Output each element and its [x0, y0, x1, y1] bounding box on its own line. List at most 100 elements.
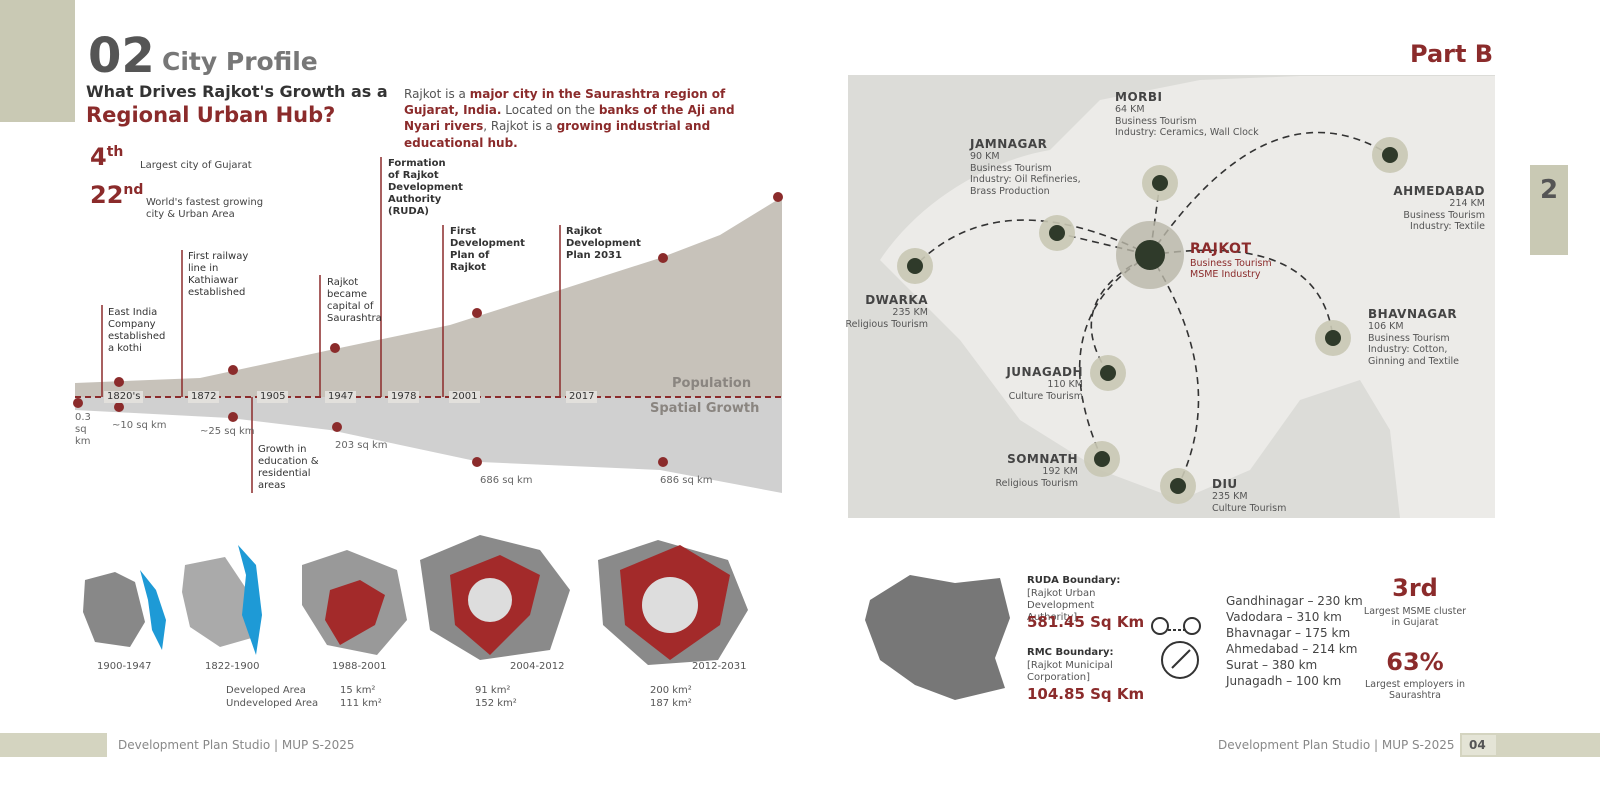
area-value: 152 km² — [475, 698, 517, 709]
side-tab — [1530, 165, 1568, 255]
citynote: MSME Industry — [1190, 269, 1261, 281]
cityname: BHAVNAGAR — [1368, 307, 1458, 321]
cityname: MORBI — [1115, 90, 1163, 104]
area-label: 203 sq km — [335, 440, 388, 451]
area-value: 15 km² — [340, 685, 376, 696]
footer-text: Development Plan Studio | MUP S-2025 — [1218, 738, 1455, 752]
page-box — [1462, 735, 1496, 755]
boundary-shape — [865, 575, 1010, 700]
citynote: 235 KM — [892, 307, 928, 319]
distance-item: Gandhinagar – 230 km — [1226, 594, 1363, 608]
highlight-value: 63% — [1386, 648, 1444, 676]
area-label: ~10 sq km — [112, 420, 167, 431]
intro-segment: growing industrial and educational hub. — [404, 119, 711, 150]
cityname: AHMEDABAD — [1393, 184, 1485, 198]
page-number: 04 — [1469, 738, 1486, 752]
citynote: 192 KM — [1042, 466, 1078, 478]
citynote: Industry: Cotton, — [1368, 344, 1448, 356]
citynote: Industry: Textile — [1410, 221, 1485, 233]
period-label: 1822-1900 — [205, 661, 260, 672]
area-value: 187 km² — [650, 698, 692, 709]
citynote: Culture Tourism — [1212, 502, 1287, 514]
intro-segment: Located on the — [501, 103, 599, 118]
distance-item: Surat – 380 km — [1226, 658, 1318, 672]
citynote: Business Tourism — [1115, 115, 1197, 127]
boundary-title: RUDA Boundary: — [1027, 575, 1121, 586]
year-label: 1872 — [188, 391, 220, 403]
citynote: 106 KM — [1368, 321, 1404, 333]
city-label: DIU 235 KM Culture Tourism — [1212, 477, 1286, 514]
intro-segment: , Rajkot is a — [483, 119, 557, 134]
citynote: Industry: Ceramics, Wall Clock — [1115, 127, 1259, 139]
event-lines — [101, 157, 561, 493]
tab-number: 2 — [1540, 175, 1559, 205]
boundary-area: 581.45 Sq Km — [1027, 613, 1145, 631]
distance-item: Bhavnagar – 175 km — [1226, 626, 1351, 640]
population-area — [75, 197, 782, 397]
citynote: 64 KM — [1115, 104, 1145, 116]
footer-block — [0, 733, 107, 757]
question: What Drives Rajkot's Growth as a — [86, 82, 388, 101]
intro-segment: major city in the Saurashtra region of G… — [404, 87, 726, 118]
event-label: Growth in education & residential areas — [258, 444, 319, 491]
boundary-title: RMC Boundary: — [1027, 647, 1114, 658]
year-label: 1905 — [257, 391, 289, 403]
stat-suffix: nd — [123, 182, 144, 198]
cityname: SOMNATH — [1007, 452, 1078, 466]
highlight-label: Largest MSME cluster in Gujarat — [1363, 606, 1467, 629]
cityname: DIU — [1212, 477, 1238, 491]
stat-suffix: th — [106, 144, 124, 160]
city-label: BHAVNAGAR 106 KM Business Tourism Industry:… — [1368, 307, 1459, 367]
city-label: JAMNAGAR 90 KM Business Tourism Industry: O… — [970, 137, 1081, 197]
citynote: Religious Tourism — [845, 318, 928, 330]
area-label: 686 sq km — [480, 475, 533, 486]
series-label: Spatial Growth — [650, 401, 760, 416]
citynote: Industry: Oil Refineries, — [970, 174, 1081, 186]
boundary-desc: [Rajkot Municipal Corporation] — [1027, 660, 1113, 683]
citynote: 110 KM — [1047, 379, 1083, 391]
distance-item: Junagadh – 100 km — [1226, 674, 1342, 688]
citynote: 214 KM — [1449, 198, 1485, 210]
city-label: SOMNATH 192 KM Religious Tourism — [995, 452, 1078, 489]
citynote: Culture Tourism — [1008, 390, 1083, 402]
cityname: JAMNAGAR — [970, 137, 1048, 151]
corner-block — [0, 0, 75, 122]
event-label: Rajkot became capital of Saurashtra — [327, 277, 382, 324]
period-label: 2012-2031 — [692, 661, 747, 672]
legend-label: Undeveloped Area — [226, 698, 319, 709]
distance-icon — [1151, 617, 1201, 679]
intro-paragraph: Rajkot is a major city in the Saurashtra… — [404, 86, 754, 151]
cityname: JUNAGADH — [1006, 365, 1083, 379]
city-label: DWARKA 235 KM Religious Tourism — [845, 293, 928, 330]
citynote: 90 KM — [970, 151, 1000, 163]
area-value: 111 km² — [340, 698, 382, 709]
growth-maps — [83, 535, 748, 665]
boundary-area: 104.85 Sq Km — [1027, 685, 1145, 703]
spatial-area — [75, 397, 782, 493]
year-label: 1978 — [388, 391, 420, 403]
citynote: Brass Production — [970, 185, 1050, 197]
year-label: 1947 — [325, 391, 357, 403]
map-links — [914, 131, 1391, 487]
citynote: 235 KM — [1212, 491, 1248, 503]
citynote: Business Tourism — [970, 162, 1052, 174]
city-markers — [897, 137, 1408, 504]
distance-item: Ahmedabad – 214 km — [1226, 642, 1358, 656]
period-label: 1988-2001 — [332, 661, 387, 672]
question: Regional Urban Hub? — [86, 103, 336, 127]
highlight-label: Largest employers in Saurashtra — [1364, 679, 1465, 702]
event-label: First Development Plan of Rajkot — [450, 226, 525, 273]
section-number: 02 — [88, 28, 155, 84]
year-label: 2001 — [449, 391, 481, 403]
legend-label: Developed Area — [226, 685, 306, 696]
event-label: Rajkot Development Plan 2031 — [566, 226, 641, 261]
intro-segment: Rajkot is a — [404, 87, 470, 101]
intro-segment: banks of the Aji and Nyari rivers — [404, 103, 735, 134]
part-label: Part B — [1410, 40, 1494, 68]
stat-rank: 4th — [90, 143, 124, 171]
period-label: 2004-2012 — [510, 661, 565, 672]
footer-text: Development Plan Studio | MUP S-2025 — [118, 738, 355, 752]
boundary-desc: [Rajkot Urban Development Authority] — [1027, 588, 1096, 623]
